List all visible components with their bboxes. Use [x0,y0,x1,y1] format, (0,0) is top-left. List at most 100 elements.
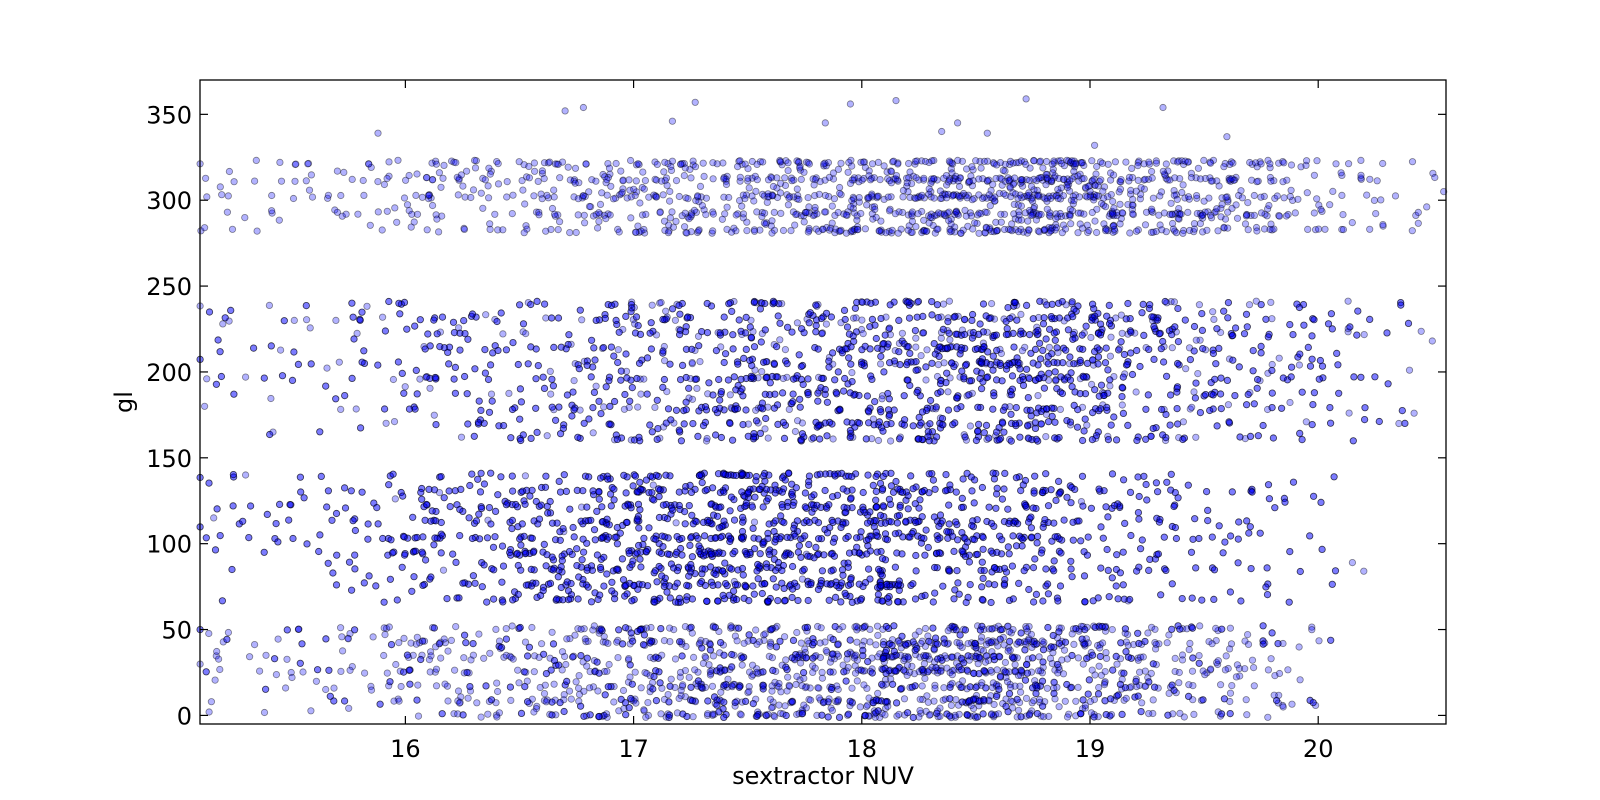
data-point [445,360,453,368]
data-point [197,227,205,235]
data-point [662,307,670,315]
data-point [779,226,788,235]
data-point [418,193,426,201]
data-point [1117,176,1125,184]
data-point [1192,379,1200,387]
data-point [818,329,826,338]
data-point [904,376,912,384]
data-point [1140,160,1148,168]
data-point [1097,320,1105,328]
data-point [1303,157,1311,165]
data-point [1348,219,1356,227]
data-point [982,223,990,231]
data-point [306,324,314,332]
data-point [341,391,349,400]
data-point [276,346,285,354]
data-point [1401,419,1409,427]
data-point [1024,193,1032,201]
data-point [848,162,856,170]
data-point [1142,435,1150,443]
data-point [1040,384,1049,392]
data-point [556,430,565,438]
data-point [1042,335,1050,343]
data-point [289,194,298,203]
data-point [385,297,393,306]
data-point [432,420,440,429]
data-point [928,157,936,165]
data-point [1379,221,1387,229]
data-point [1050,174,1058,182]
data-point [1211,375,1219,383]
data-point [894,229,902,237]
data-point [1192,433,1200,441]
data-point [202,174,210,182]
data-point [1124,421,1132,429]
data-point [1062,212,1070,220]
data-point [591,356,599,364]
data-point [688,345,696,353]
data-point [1195,301,1204,309]
data-point [634,222,642,230]
data-point [1404,319,1413,327]
data-point [1057,373,1065,381]
data-point [228,225,237,233]
data-point [689,157,697,165]
data-point [982,421,991,429]
data-point [288,376,297,384]
data-point [454,191,462,199]
data-point [1361,404,1369,412]
data-point [374,178,382,186]
data-point [252,156,260,164]
data-point [1275,159,1283,167]
data-point [1092,405,1100,413]
data-point [1111,227,1119,235]
data-point [436,342,444,351]
data-point [1246,432,1255,440]
data-point [503,178,511,186]
data-point [987,299,996,308]
data-point [385,172,393,180]
data-point [1194,369,1202,378]
data-point [964,179,973,187]
data-point [639,168,647,176]
data-point [621,390,629,399]
data-point [421,345,429,353]
data-point [548,403,556,411]
data-point [1268,366,1276,375]
data-point [1160,358,1168,366]
data-point [726,419,734,428]
data-point [1346,323,1354,331]
data-point [305,186,314,194]
data-point [522,329,530,338]
data-point [1266,160,1274,168]
data-point [524,360,532,368]
data-point [634,160,642,168]
data-point [873,194,881,202]
data-point [976,157,984,165]
data-point [482,311,490,319]
data-point [1110,225,1119,233]
data-point [831,376,839,384]
data-point [904,159,913,168]
data-point [1059,221,1068,229]
data-point [1091,386,1099,394]
data-point [634,403,642,411]
data-point [1174,209,1182,217]
data-point [788,177,796,185]
data-point [596,200,605,208]
data-point [963,194,971,202]
data-point [680,420,688,428]
data-point [1067,196,1076,204]
data-point [741,195,749,203]
data-point [1354,307,1362,315]
data-point [791,427,800,436]
data-point [1181,157,1189,165]
data-point [1122,361,1131,369]
data-point [1196,408,1205,417]
data-point [1110,221,1118,229]
data-point [218,191,226,199]
data-point [810,181,818,189]
data-point [1139,300,1147,308]
data-point [574,433,582,441]
data-point [938,414,947,423]
